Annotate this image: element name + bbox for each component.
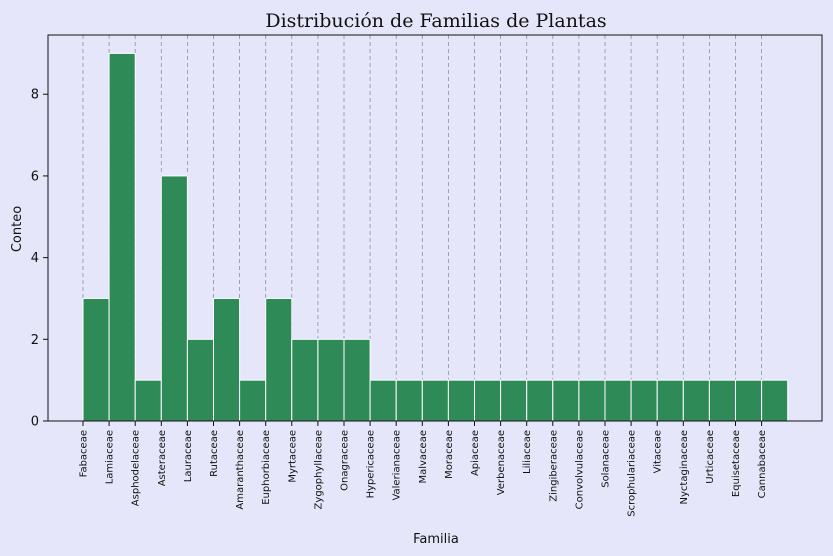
bar-verbenaceae — [500, 379, 528, 422]
x-tick-label: Hypericaceae — [366, 430, 377, 498]
bar-convolvulaceae — [578, 379, 606, 422]
x-tick-label: Apiaceae — [470, 430, 481, 476]
x-tick-label: Nyctaginaceae — [679, 430, 690, 504]
x-tick-label: Lamiaceae — [105, 430, 116, 484]
x-tick-label: Myrtaceae — [287, 430, 298, 483]
bar-onagraceae — [343, 338, 371, 422]
bar-liliaceae — [526, 379, 554, 422]
bar-valerianaceae — [395, 379, 423, 422]
bar-moraceae — [447, 379, 475, 422]
bar-vitaceae — [656, 379, 684, 422]
y-tick-label: 4 — [31, 251, 39, 266]
x-tick-label: Lauraceae — [183, 430, 194, 482]
bar-solanaceae — [604, 379, 632, 422]
bar-euphorbiaceae — [265, 297, 293, 422]
bar-scrophulariaceae — [630, 379, 658, 422]
y-axis-label: Conteo — [10, 206, 25, 252]
x-tick-label: Euphorbiaceae — [261, 430, 272, 505]
x-tick-label: Amaranthaceae — [235, 430, 246, 510]
bar-asteraceae — [160, 175, 188, 422]
x-tick-label: Scrophulariaceae — [627, 430, 638, 517]
bar-urticaceae — [708, 379, 737, 422]
bar-malvaceae — [421, 379, 449, 422]
bars — [82, 52, 789, 422]
x-axis-label: Familia — [413, 532, 459, 547]
x-tick-label: Valerianaceae — [392, 430, 403, 501]
x-tick-label: Verbenaceae — [496, 430, 507, 495]
x-tick-label: Rutaceae — [209, 430, 220, 477]
bar-apiaceae — [474, 379, 502, 422]
bar-myrtaceae — [291, 338, 319, 422]
x-tick-label: Asphodelaceae — [131, 430, 142, 506]
x-tick-label: Liliaceae — [522, 430, 533, 474]
y-tick-label: 0 — [31, 415, 39, 430]
bar-lauraceae — [186, 338, 214, 422]
x-tick-label: Malvaceae — [418, 430, 429, 484]
x-tick-label: Onagraceae — [340, 430, 351, 491]
bar-rutaceae — [213, 297, 241, 422]
bar-amaranthaceae — [239, 379, 267, 422]
bar-lamiaceae — [108, 52, 136, 422]
bar-zygophyllaceae — [317, 338, 345, 422]
x-tick-label: Convolvulaceae — [574, 430, 585, 509]
x-tick-label: Moraceae — [444, 430, 455, 479]
chart-title: Distribución de Familias de Plantas — [265, 10, 606, 32]
bar-equisetaceae — [735, 379, 763, 422]
bar-fabaceae — [82, 297, 110, 422]
x-tick-label: Solanaceae — [601, 430, 612, 488]
y-tick-label: 2 — [31, 333, 39, 348]
x-tick-label: Equisetaceae — [731, 430, 742, 497]
x-tick-label: Asteraceae — [157, 430, 168, 486]
y-tick-label: 6 — [31, 169, 39, 184]
bar-zingiberaceae — [552, 379, 580, 422]
x-tick-label: Vitaceae — [653, 430, 664, 473]
x-grid — [82, 35, 762, 421]
x-tick-label: Fabaceae — [79, 430, 90, 477]
x-tick-label: Zygophyllaceae — [313, 430, 324, 509]
x-tick-label: Urticaceae — [705, 430, 716, 484]
x-tick-label: Zingiberaceae — [548, 430, 559, 502]
x-tick-label: Cannabaceae — [757, 430, 768, 498]
bar-nyctaginaceae — [682, 379, 710, 422]
y-axis: 0 2 4 6 8 — [31, 88, 48, 430]
bar-cannabaceae — [761, 379, 789, 422]
bar-hypericaceae — [369, 379, 397, 422]
bar-asphodelaceae — [134, 379, 162, 422]
y-tick-label: 8 — [31, 88, 39, 103]
plot-frame — [47, 34, 823, 422]
x-axis: Fabaceae Lamiaceae Asphodelaceae Asteraceae… — [79, 421, 768, 517]
